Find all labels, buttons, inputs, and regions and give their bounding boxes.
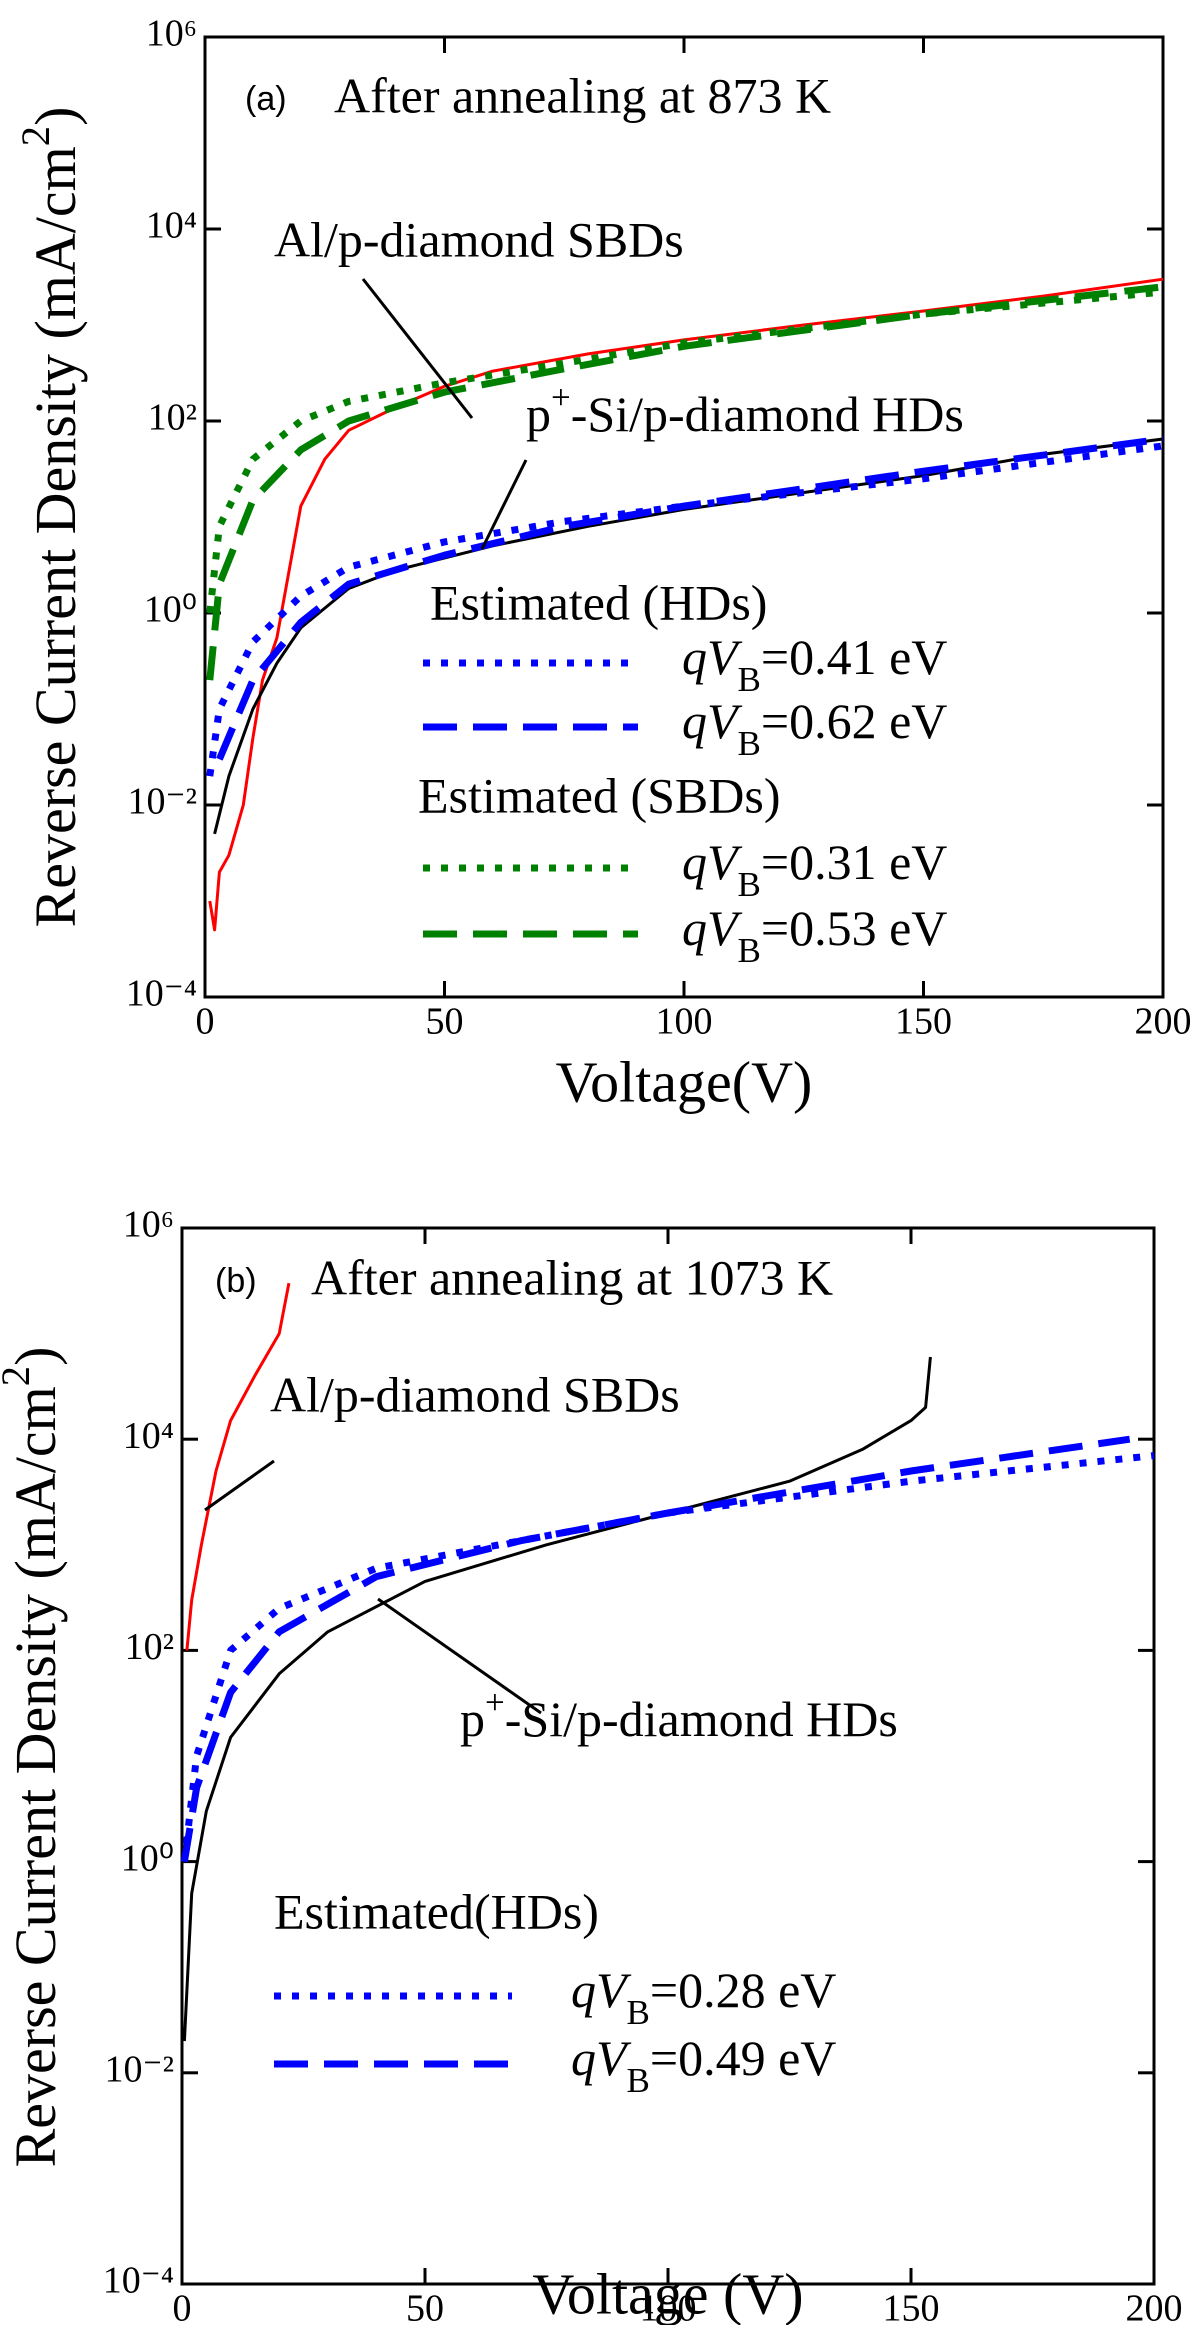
leader-line <box>361 278 474 419</box>
annotation: p+-Si/p-diamond HDs <box>460 1683 898 1748</box>
series-line <box>206 442 1164 777</box>
y-tick-label: 10⁻⁴ <box>103 2260 174 2302</box>
x-axis-label: Voltage(V) <box>556 1049 813 1114</box>
series-line <box>216 435 1164 761</box>
leader-line <box>377 1597 542 1715</box>
y-tick-label: 10⁻² <box>128 781 197 823</box>
series-line <box>182 1356 932 2042</box>
annotation: Al/p-diamond SBDs <box>270 1366 680 1422</box>
annotation: p+-Si/p-diamond HDs <box>526 378 964 443</box>
series-line <box>185 1282 291 1651</box>
series-line <box>180 1452 1155 1863</box>
series-line <box>206 283 1164 681</box>
x-tick-label: 150 <box>895 1001 952 1043</box>
annotation: Al/p-diamond SBDs <box>274 211 684 267</box>
y-axis-label: Reverse Current Density (mA/cm2) <box>13 107 89 928</box>
y-tick-label: 10² <box>148 397 197 439</box>
y-tick-label: 10⁻⁴ <box>126 973 197 1015</box>
legend-label: qVB=0.31 eV <box>682 834 947 903</box>
legend-label: qVB=0.62 eV <box>682 693 947 762</box>
y-tick-label: 10⁰ <box>121 1837 174 1879</box>
legend-label: qVB=0.49 eV <box>571 2030 836 2099</box>
x-tick-label: 100 <box>640 2288 697 2325</box>
y-tick-label: 10⁰ <box>144 589 197 631</box>
y-tick-label: 10⁶ <box>146 13 197 55</box>
y-tick-label: 10⁶ <box>123 1204 174 1246</box>
annotation: After annealing at 873 K <box>334 67 831 123</box>
x-tick-label: 0 <box>173 2288 192 2325</box>
x-tick-label: 150 <box>883 2288 940 2325</box>
x-axis-label: Voltage (V) <box>532 2261 803 2325</box>
legend-label: qVB=0.28 eV <box>571 1962 836 2031</box>
x-tick-label: 200 <box>1126 2288 1183 2325</box>
x-tick-label: 50 <box>406 2288 444 2325</box>
series-line <box>208 277 1164 932</box>
leader-line <box>480 459 528 550</box>
x-tick-label: 0 <box>196 1001 215 1043</box>
annotation: Estimated(HDs) <box>274 1883 599 1939</box>
y-tick-label: 10⁻² <box>105 2049 174 2091</box>
annotation: After annealing at 1073 K <box>311 1249 833 1305</box>
x-tick-label: 50 <box>426 1001 464 1043</box>
series-line <box>180 1435 1131 1863</box>
annotation: (a) <box>245 80 287 118</box>
y-tick-label: 10⁴ <box>123 1415 174 1457</box>
leader-line <box>204 1459 275 1512</box>
legend-label: qVB=0.41 eV <box>682 629 947 698</box>
y-axis-label: Reverse Current Density (mA/cm2) <box>0 1347 68 2168</box>
annotation: Estimated (HDs) <box>430 574 767 630</box>
annotation: Estimated (SBDs) <box>418 767 780 823</box>
series-line <box>206 288 1164 614</box>
legend-label: qVB=0.53 eV <box>682 900 947 969</box>
y-tick-label: 10² <box>125 1626 174 1668</box>
annotation: (b) <box>215 1262 257 1300</box>
x-tick-label: 200 <box>1135 1001 1192 1043</box>
y-tick-label: 10⁴ <box>146 205 197 247</box>
x-tick-label: 100 <box>656 1001 713 1043</box>
